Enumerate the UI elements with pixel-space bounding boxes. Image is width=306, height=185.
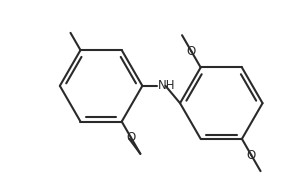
Text: NH: NH xyxy=(158,79,176,92)
Text: O: O xyxy=(247,149,256,162)
Text: O: O xyxy=(126,131,136,144)
Text: O: O xyxy=(187,45,196,58)
